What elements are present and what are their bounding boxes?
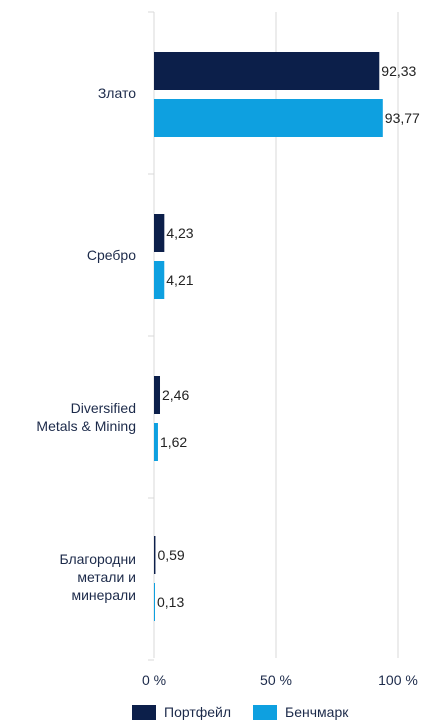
category-label-1: Сребро	[86, 247, 136, 263]
bar-benchmark-2	[154, 423, 158, 461]
legend-item-portfolio: Портфейл	[132, 704, 231, 720]
legend-item-benchmark: Бенчмарк	[253, 704, 348, 720]
bar-portfolio-2	[154, 376, 161, 414]
data-label-benchmark-1: 4,21	[166, 272, 193, 288]
legend-swatch-benchmark	[253, 704, 278, 720]
category-label-0: Злато	[97, 85, 136, 101]
bar-benchmark-1	[154, 261, 165, 299]
bar-portfolio-3	[154, 536, 156, 574]
data-label-portfolio-1: 4,23	[166, 225, 193, 241]
data-label-benchmark-3: 0,13	[157, 594, 184, 610]
legend: Портфейл Бенчмарк	[132, 704, 370, 720]
legend-label-benchmark: Бенчмарк	[285, 704, 349, 720]
legend-swatch-portfolio	[132, 704, 156, 720]
x-tick-label-100: 100 %	[378, 672, 418, 688]
x-tick-label-0: 0 %	[142, 672, 166, 688]
bar-portfolio-0	[154, 52, 380, 90]
bar-benchmark-0	[154, 99, 383, 137]
category-label-3: Благородни метали и минерали	[59, 551, 136, 603]
legend-label-portfolio: Портфейл	[164, 704, 232, 720]
data-label-portfolio-0: 92,33	[381, 63, 416, 79]
data-label-benchmark-0: 93,77	[385, 110, 420, 126]
bar-benchmark-3	[154, 583, 155, 621]
x-tick-label-50: 50 %	[260, 672, 292, 688]
data-label-portfolio-2: 2,46	[162, 387, 189, 403]
data-label-portfolio-3: 0,59	[157, 547, 184, 563]
data-label-benchmark-2: 1,62	[160, 434, 187, 450]
bar-portfolio-1	[154, 214, 165, 252]
category-label-2: Diversified Metals & Mining	[36, 400, 136, 434]
